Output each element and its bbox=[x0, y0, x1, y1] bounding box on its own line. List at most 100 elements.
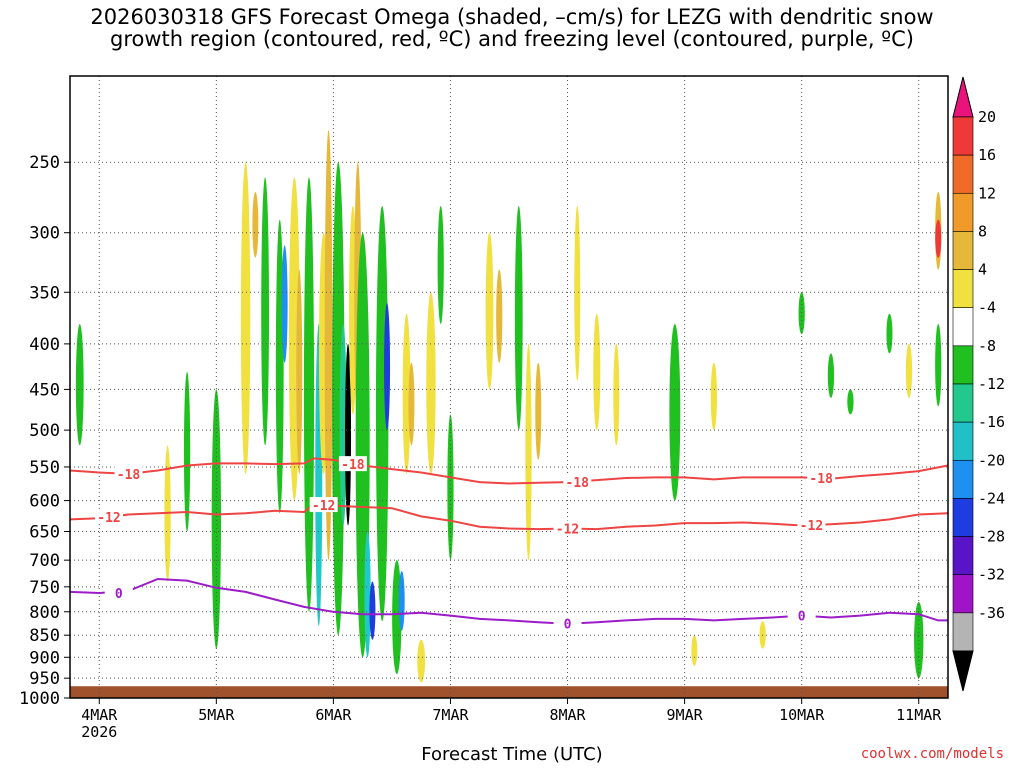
colorbar-segment bbox=[952, 307, 974, 347]
x-tick-label: 9MAR bbox=[667, 706, 704, 724]
omega-streak bbox=[296, 269, 303, 474]
contour-label: 0 bbox=[798, 610, 806, 625]
colorbar-label: -24 bbox=[978, 489, 1005, 507]
y-tick-label: 250 bbox=[29, 153, 60, 173]
omega-streak bbox=[281, 245, 288, 363]
colorbar: 20 16 12 8 4 -4 -8 -12 -16 -20 -24 -28 -32 -36 bbox=[952, 76, 1005, 692]
contour-line bbox=[69, 457, 949, 485]
colorbar-segment bbox=[952, 269, 974, 309]
contour-line bbox=[69, 577, 948, 625]
colorbar-segment bbox=[952, 421, 974, 461]
x-axis-label: Forecast Time (UTC) bbox=[421, 744, 603, 765]
title-line-2: growth region (contoured, red, ºC) and f… bbox=[110, 27, 914, 51]
y-tick-label: 700 bbox=[29, 551, 60, 571]
colorbar-label: -4 bbox=[978, 299, 996, 317]
colorbar-segment bbox=[952, 345, 974, 385]
colorbar-segment bbox=[952, 574, 974, 614]
y-tick-label: 500 bbox=[29, 421, 60, 441]
y-tick-label: 350 bbox=[29, 283, 60, 303]
y-tick-label: 600 bbox=[29, 492, 60, 512]
omega-streak bbox=[691, 635, 698, 666]
omega-streak bbox=[384, 303, 391, 431]
colorbar-segment bbox=[952, 498, 974, 537]
colorbar-label: -20 bbox=[978, 451, 1005, 469]
omega-streak bbox=[447, 414, 454, 561]
colorbar-segment bbox=[952, 383, 974, 423]
contour-label-bg bbox=[338, 456, 367, 472]
omega-streak bbox=[252, 191, 259, 258]
x-tick-label: 7MAR bbox=[432, 706, 469, 724]
x-tick-label: 6MAR bbox=[315, 706, 352, 724]
x-tick-label: 11MAR bbox=[896, 706, 942, 724]
contour-label-bg bbox=[807, 470, 836, 486]
omega-streak bbox=[574, 206, 581, 381]
colorbar-label: -16 bbox=[978, 413, 1005, 431]
colorbar-label: 20 bbox=[978, 108, 996, 126]
y-tick-label: 650 bbox=[29, 523, 60, 543]
colorbar-segment bbox=[952, 459, 974, 499]
omega-streak bbox=[211, 389, 222, 649]
chart-title: 2026030318 GFS Forecast Omega (shaded, –… bbox=[0, 6, 1024, 50]
omega-streak bbox=[303, 177, 315, 612]
contour-line bbox=[69, 502, 949, 531]
omega-streak bbox=[240, 162, 251, 474]
colorbar-segment bbox=[952, 231, 974, 270]
y-tick-label: 950 bbox=[29, 669, 60, 689]
colorbar-segment bbox=[952, 192, 974, 232]
omega-streak bbox=[75, 324, 84, 446]
omega-shaded-field bbox=[75, 130, 942, 683]
omega-streak bbox=[496, 269, 503, 363]
omega-streak bbox=[375, 206, 389, 622]
colorbar-label: -28 bbox=[978, 528, 1005, 546]
y-axis-ticks: 2503003504004505005506006507007508008509… bbox=[19, 153, 70, 709]
contour-label-bg bbox=[95, 508, 124, 524]
y-tick-label: 750 bbox=[29, 578, 60, 598]
colorbar-top-arrow bbox=[952, 76, 974, 118]
omega-streak bbox=[417, 639, 426, 683]
contour-lines: -18 -18 -18 -18 -12 -12 -12 -12 0 0 0 bbox=[69, 456, 949, 633]
omega-streak bbox=[339, 324, 347, 526]
x-tick-label: 8MAR bbox=[549, 706, 586, 724]
omega-streak bbox=[935, 219, 942, 258]
contour-label: -18 bbox=[809, 472, 833, 487]
contour-label-bg bbox=[553, 615, 582, 631]
contour-label: -18 bbox=[341, 458, 365, 473]
omega-streak bbox=[364, 531, 371, 658]
omega-streak bbox=[332, 162, 345, 636]
omega-streak bbox=[514, 206, 523, 431]
contour-label: -12 bbox=[312, 499, 335, 514]
contour-label: -18 bbox=[566, 476, 590, 491]
y-tick-label: 850 bbox=[29, 626, 60, 646]
plot-border bbox=[69, 75, 949, 699]
colorbar-segment bbox=[952, 154, 974, 194]
colorbar-label: 16 bbox=[978, 146, 996, 164]
contour-label-bg bbox=[553, 520, 582, 536]
colorbar-segment bbox=[952, 612, 974, 652]
omega-streak bbox=[398, 571, 405, 631]
contour-label: -12 bbox=[556, 523, 579, 538]
colorbar-label: 12 bbox=[978, 184, 996, 202]
contour-label: -12 bbox=[97, 511, 120, 526]
omega-streak bbox=[525, 343, 532, 561]
omega-streak bbox=[710, 362, 717, 431]
omega-streak bbox=[669, 324, 681, 501]
colorbar-bottom-arrow bbox=[952, 650, 974, 692]
x-tick-label: 5MAR bbox=[198, 706, 235, 724]
colorbar-label: -12 bbox=[978, 375, 1005, 393]
omega-streak bbox=[535, 362, 542, 460]
y-tick-label: 900 bbox=[29, 648, 60, 668]
colorbar-label: 4 bbox=[978, 261, 987, 279]
y-tick-label: 450 bbox=[29, 380, 60, 400]
omega-streak bbox=[905, 343, 913, 398]
y-tick-label: 550 bbox=[29, 458, 60, 478]
contour-label-bg bbox=[787, 607, 816, 623]
colorbar-label: -36 bbox=[978, 604, 1005, 622]
title-line-1: 2026030318 GFS Forecast Omega (shaded, –… bbox=[90, 5, 934, 29]
contour-label-bg bbox=[104, 584, 133, 600]
y-tick-label: 1000 bbox=[19, 689, 60, 709]
colorbar-label: 8 bbox=[978, 222, 987, 240]
colorbar-label: -32 bbox=[978, 566, 1005, 584]
omega-streak bbox=[593, 313, 601, 431]
